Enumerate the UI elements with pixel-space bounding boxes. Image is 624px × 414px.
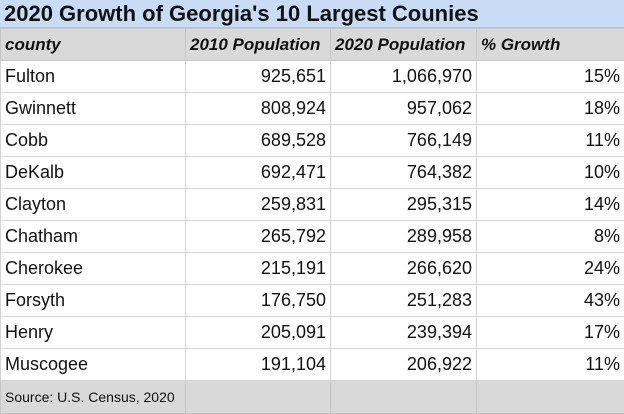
cell-pop2010[interactable]: 191,104 — [185, 348, 331, 381]
cell-pop2020[interactable]: 206,922 — [330, 348, 477, 381]
cell-pop2020[interactable]: 764,382 — [330, 156, 477, 189]
cell-pop2010[interactable]: 215,191 — [185, 252, 331, 285]
cell-growth[interactable]: 15% — [476, 60, 624, 93]
cell-county[interactable]: DeKalb — [0, 156, 186, 189]
cell-county[interactable]: Muscogee — [0, 348, 186, 381]
table-row: Cherokee 215,191 266,620 24% — [0, 252, 624, 285]
cell-growth[interactable]: 11% — [476, 348, 624, 381]
cell-pop2010[interactable]: 689,528 — [185, 124, 331, 157]
header-2020-population[interactable]: 2020 Population — [330, 28, 477, 61]
cell-pop2020[interactable]: 766,149 — [330, 124, 477, 157]
cell-growth[interactable]: 11% — [476, 124, 624, 157]
cell-pop2020[interactable]: 1,066,970 — [330, 60, 477, 93]
cell-growth[interactable]: 17% — [476, 316, 624, 349]
table-row: Forsyth 176,750 251,283 43% — [0, 284, 624, 317]
table-row: Clayton 259,831 295,315 14% — [0, 188, 624, 221]
cell-growth[interactable]: 18% — [476, 92, 624, 125]
cell-growth[interactable]: 24% — [476, 252, 624, 285]
cell-county[interactable]: Cobb — [0, 124, 186, 157]
cell-pop2020[interactable]: 957,062 — [330, 92, 477, 125]
cell-growth[interactable]: 10% — [476, 156, 624, 189]
header-row: county 2010 Population 2020 Population %… — [0, 28, 624, 61]
header-county[interactable]: county — [0, 28, 186, 61]
empty-cell[interactable] — [330, 380, 477, 414]
cell-growth[interactable]: 14% — [476, 188, 624, 221]
table-row: Cobb 689,528 766,149 11% — [0, 124, 624, 157]
table-row: Gwinnett 808,924 957,062 18% — [0, 92, 624, 125]
table-row: Fulton 925,651 1,066,970 15% — [0, 60, 624, 93]
table-row: DeKalb 692,471 764,382 10% — [0, 156, 624, 189]
source-note[interactable]: Source: U.S. Census, 2020 — [0, 380, 186, 414]
cell-pop2020[interactable]: 266,620 — [330, 252, 477, 285]
table-row: Henry 205,091 239,394 17% — [0, 316, 624, 349]
cell-pop2010[interactable]: 808,924 — [185, 92, 331, 125]
cell-county[interactable]: Henry — [0, 316, 186, 349]
cell-county[interactable]: Fulton — [0, 60, 186, 93]
header-2010-population[interactable]: 2010 Population — [185, 28, 331, 61]
cell-growth[interactable]: 43% — [476, 284, 624, 317]
cell-pop2010[interactable]: 259,831 — [185, 188, 331, 221]
cell-pop2020[interactable]: 289,958 — [330, 220, 477, 253]
cell-pop2020[interactable]: 251,283 — [330, 284, 477, 317]
cell-county[interactable]: Chatham — [0, 220, 186, 253]
cell-growth[interactable]: 8% — [476, 220, 624, 253]
cell-pop2010[interactable]: 692,471 — [185, 156, 331, 189]
cell-county[interactable]: Forsyth — [0, 284, 186, 317]
cell-pop2010[interactable]: 205,091 — [185, 316, 331, 349]
cell-county[interactable]: Gwinnett — [0, 92, 186, 125]
sheet-title[interactable]: 2020 Growth of Georgia's 10 Largest Coun… — [0, 0, 624, 28]
source-row: Source: U.S. Census, 2020 — [0, 380, 624, 414]
empty-cell[interactable] — [476, 380, 624, 414]
empty-cell[interactable] — [185, 380, 331, 414]
table-row: Chatham 265,792 289,958 8% — [0, 220, 624, 253]
cell-pop2010[interactable]: 925,651 — [185, 60, 331, 93]
table-row: Muscogee 191,104 206,922 11% — [0, 348, 624, 381]
cell-pop2020[interactable]: 295,315 — [330, 188, 477, 221]
cell-pop2010[interactable]: 265,792 — [185, 220, 331, 253]
cell-pop2020[interactable]: 239,394 — [330, 316, 477, 349]
cell-county[interactable]: Cherokee — [0, 252, 186, 285]
data-table: county 2010 Population 2020 Population %… — [0, 28, 624, 414]
cell-county[interactable]: Clayton — [0, 188, 186, 221]
cell-pop2010[interactable]: 176,750 — [185, 284, 331, 317]
header-growth[interactable]: % Growth — [476, 28, 624, 61]
